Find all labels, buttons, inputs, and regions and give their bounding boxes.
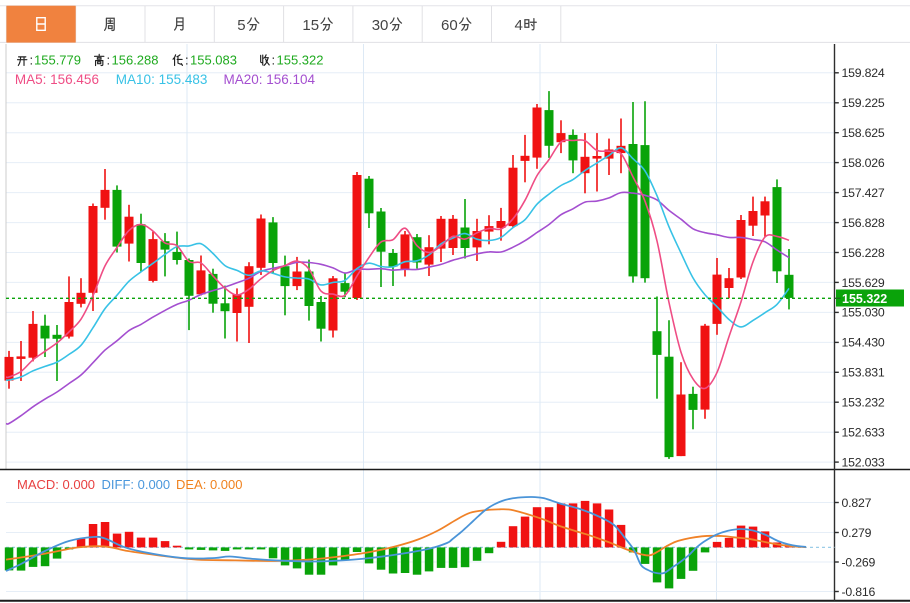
svg-text:MA20: 156.104: MA20: 156.104 (224, 72, 316, 87)
svg-text:4: 4 (515, 17, 523, 34)
svg-text:155.083: 155.083 (190, 53, 237, 68)
svg-text:153.831: 153.831 (842, 366, 885, 380)
svg-text:30: 30 (372, 17, 389, 34)
svg-text:155.030: 155.030 (842, 306, 885, 320)
svg-text:156.828: 156.828 (842, 216, 885, 230)
svg-text:155.322: 155.322 (277, 53, 324, 68)
svg-text:DIFF: 0.000: DIFF: 0.000 (102, 477, 171, 492)
svg-text:5: 5 (237, 17, 245, 34)
svg-text:155.322: 155.322 (842, 292, 887, 306)
svg-text:MACD: 0.000: MACD: 0.000 (17, 477, 95, 492)
svg-text:152.033: 152.033 (842, 455, 885, 469)
svg-text:155.629: 155.629 (842, 276, 885, 290)
svg-text:158.625: 158.625 (842, 126, 885, 140)
svg-text::: : (185, 53, 189, 68)
svg-text::: : (272, 53, 276, 68)
svg-text:15: 15 (302, 17, 319, 34)
svg-text:MA10: 155.483: MA10: 155.483 (116, 72, 208, 87)
svg-text:154.430: 154.430 (842, 336, 885, 350)
svg-text:159.824: 159.824 (842, 66, 885, 80)
svg-text:-0.816: -0.816 (842, 585, 876, 599)
svg-text:0.827: 0.827 (842, 496, 872, 510)
svg-text:157.427: 157.427 (842, 186, 885, 200)
svg-text:159.225: 159.225 (842, 96, 885, 110)
svg-text:155.779: 155.779 (34, 53, 81, 68)
svg-text:158.026: 158.026 (842, 156, 885, 170)
svg-text::: : (107, 53, 111, 68)
svg-text:156.288: 156.288 (112, 53, 159, 68)
svg-text::: : (30, 53, 34, 68)
svg-text:60: 60 (441, 17, 458, 34)
svg-text:152.633: 152.633 (842, 426, 885, 440)
svg-text:DEA: 0.000: DEA: 0.000 (176, 477, 243, 492)
svg-text:153.232: 153.232 (842, 396, 885, 410)
svg-text:MA5: 156.456: MA5: 156.456 (15, 72, 99, 87)
svg-text:156.228: 156.228 (842, 246, 885, 260)
svg-text:-0.269: -0.269 (842, 555, 876, 569)
svg-text:0.279: 0.279 (842, 526, 872, 540)
